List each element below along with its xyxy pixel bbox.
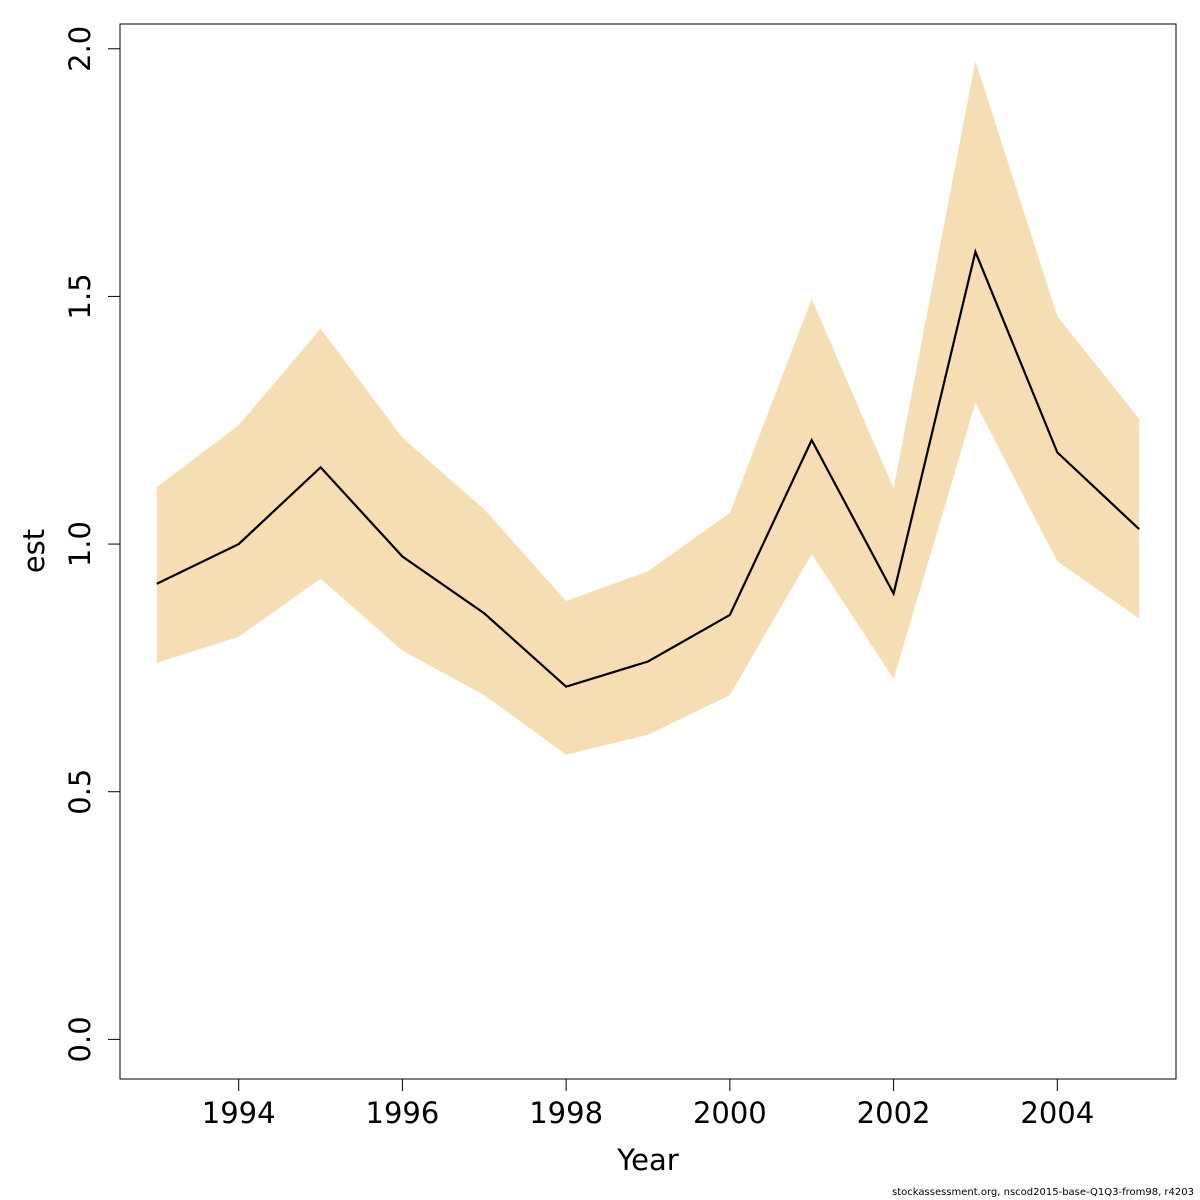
y-axis-title: est xyxy=(17,529,51,573)
estimate-line-layer xyxy=(156,248,1140,688)
x-tick-label: 1998 xyxy=(529,1096,603,1130)
y-tick-label: 1.5 xyxy=(63,273,97,319)
x-tick-label: 2002 xyxy=(857,1096,931,1130)
x-tick-label: 1994 xyxy=(202,1096,276,1130)
confidence-band xyxy=(156,61,1140,755)
estimate-line xyxy=(156,248,1140,688)
confidence-band-layer xyxy=(156,61,1140,755)
y-tick-label: 0.0 xyxy=(63,1016,97,1062)
x-axis-title: Year xyxy=(616,1143,678,1177)
y-axis: 0.0 0.5 1.0 1.5 2.0 xyxy=(63,26,121,1062)
x-axis: 1994 1996 1998 2000 2002 2004 xyxy=(202,1078,1094,1130)
x-tick-label: 1996 xyxy=(366,1096,440,1130)
y-tick-label: 2.0 xyxy=(63,26,97,72)
x-tick-label: 2004 xyxy=(1020,1096,1094,1130)
y-tick-label: 0.5 xyxy=(63,769,97,815)
y-tick-label: 1.0 xyxy=(63,521,97,567)
footer-note: stockassessment.org, nscod2015-base-Q1Q3… xyxy=(892,1187,1194,1198)
x-tick-label: 2000 xyxy=(693,1096,767,1130)
